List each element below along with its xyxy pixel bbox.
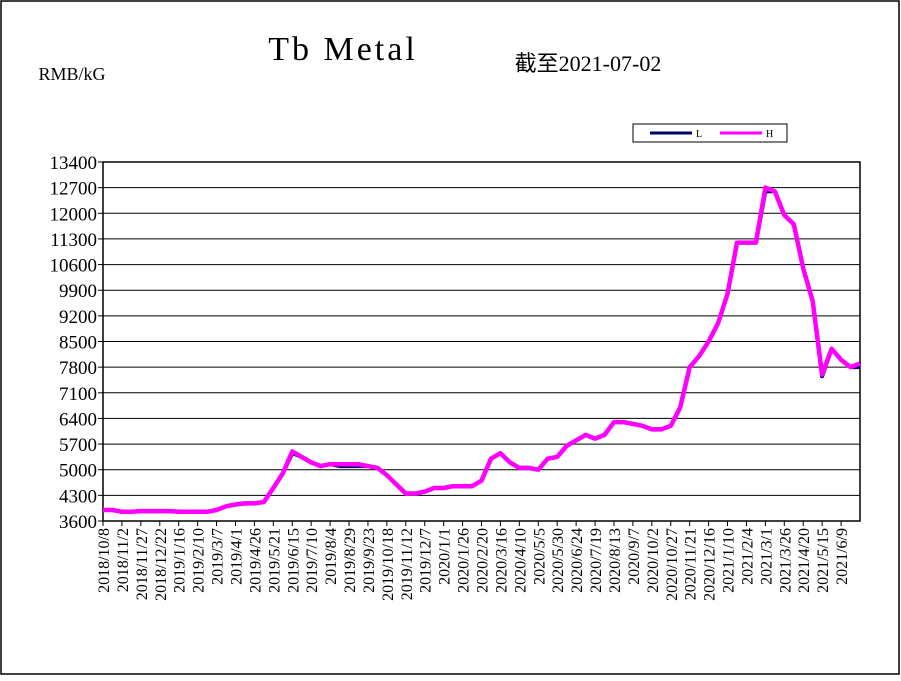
y-tick-label: 5000	[59, 461, 97, 482]
x-tick-label: 2020/10/27	[664, 528, 681, 601]
x-tick-label: 2018/10/8	[96, 528, 113, 593]
x-tick-label: 2018/11/27	[134, 528, 151, 600]
x-tick-label: 2020/11/21	[683, 528, 700, 600]
y-tick-label: 9900	[59, 281, 97, 302]
x-tick-label: 2019/8/4	[323, 528, 340, 585]
x-tick-label: 2020/12/16	[702, 528, 719, 601]
y-tick-label: 5700	[59, 435, 97, 456]
y-tick-label: 3600	[59, 512, 97, 533]
chart-title: Tb Metal	[268, 31, 418, 68]
y-tick-label: 7100	[59, 384, 97, 405]
y-tick-label: 4300	[59, 486, 97, 507]
x-tick-label: 2019/7/10	[304, 528, 321, 593]
x-tick-label: 2018/12/22	[153, 528, 170, 601]
x-tick-label: 2019/2/10	[191, 528, 208, 593]
x-tick-label: 2021/4/20	[796, 528, 813, 593]
x-tick-label: 2019/3/7	[210, 528, 227, 585]
x-tick-label: 2019/9/23	[361, 528, 378, 593]
x-tick-label: 2020/1/1	[437, 528, 454, 585]
x-tick-label: 2021/6/9	[834, 528, 851, 585]
x-tick-label: 2019/4/1	[228, 528, 245, 585]
x-tick-label: 2021/5/15	[815, 528, 832, 593]
x-tick-label: 2020/4/10	[512, 528, 529, 593]
y-tick-label: 13400	[50, 153, 98, 174]
chart-subtitle: 截至2021-07-02	[515, 51, 662, 76]
x-tick-label: 2019/8/29	[342, 528, 359, 593]
y-tick-label: 6400	[59, 409, 97, 430]
x-tick-label: 2019/5/21	[266, 528, 283, 593]
x-tick-label: 2020/5/30	[550, 528, 567, 593]
y-tick-label: 7800	[59, 358, 97, 379]
x-tick-label: 2020/8/13	[607, 528, 624, 593]
legend-label: L	[696, 129, 702, 140]
y-tick-label: 9200	[59, 307, 97, 328]
x-tick-label: 2020/2/20	[475, 528, 492, 593]
x-tick-label: 2020/5/5	[531, 528, 548, 585]
y-tick-label: 11300	[50, 230, 97, 251]
x-tick-label: 2019/6/15	[285, 528, 302, 593]
x-tick-label: 2019/4/26	[247, 528, 264, 593]
y-tick-label: 12000	[50, 204, 98, 225]
x-tick-label: 2020/6/24	[569, 528, 586, 593]
y-tick-label: 12700	[50, 179, 98, 200]
x-tick-label: 2020/7/19	[588, 528, 605, 593]
x-tick-label: 2021/3/26	[777, 528, 794, 593]
x-tick-label: 2019/12/7	[418, 528, 435, 593]
series-line	[103, 185, 861, 515]
x-tick-label: 2020/10/2	[645, 528, 662, 593]
x-tick-label: 2019/11/12	[399, 528, 416, 600]
y-axis-label: RMB/kG	[38, 64, 105, 84]
legend-label: H	[766, 129, 773, 140]
legend	[632, 123, 788, 143]
x-tick-label: 2021/2/4	[739, 528, 756, 585]
x-tick-label: 2021/1/10	[721, 528, 738, 593]
y-tick-label: 8500	[59, 333, 97, 354]
x-tick-label: 2018/11/2	[115, 528, 132, 592]
x-tick-label: 2021/3/1	[758, 528, 775, 585]
y-tick-label: 10600	[50, 256, 98, 277]
x-tick-label: 2019/1/16	[172, 528, 189, 593]
x-tick-label: 2020/1/26	[456, 528, 473, 593]
x-tick-label: 2020/3/16	[493, 528, 510, 593]
x-tick-label: 2019/10/18	[380, 528, 397, 601]
x-tick-label: 2020/9/7	[626, 528, 643, 585]
